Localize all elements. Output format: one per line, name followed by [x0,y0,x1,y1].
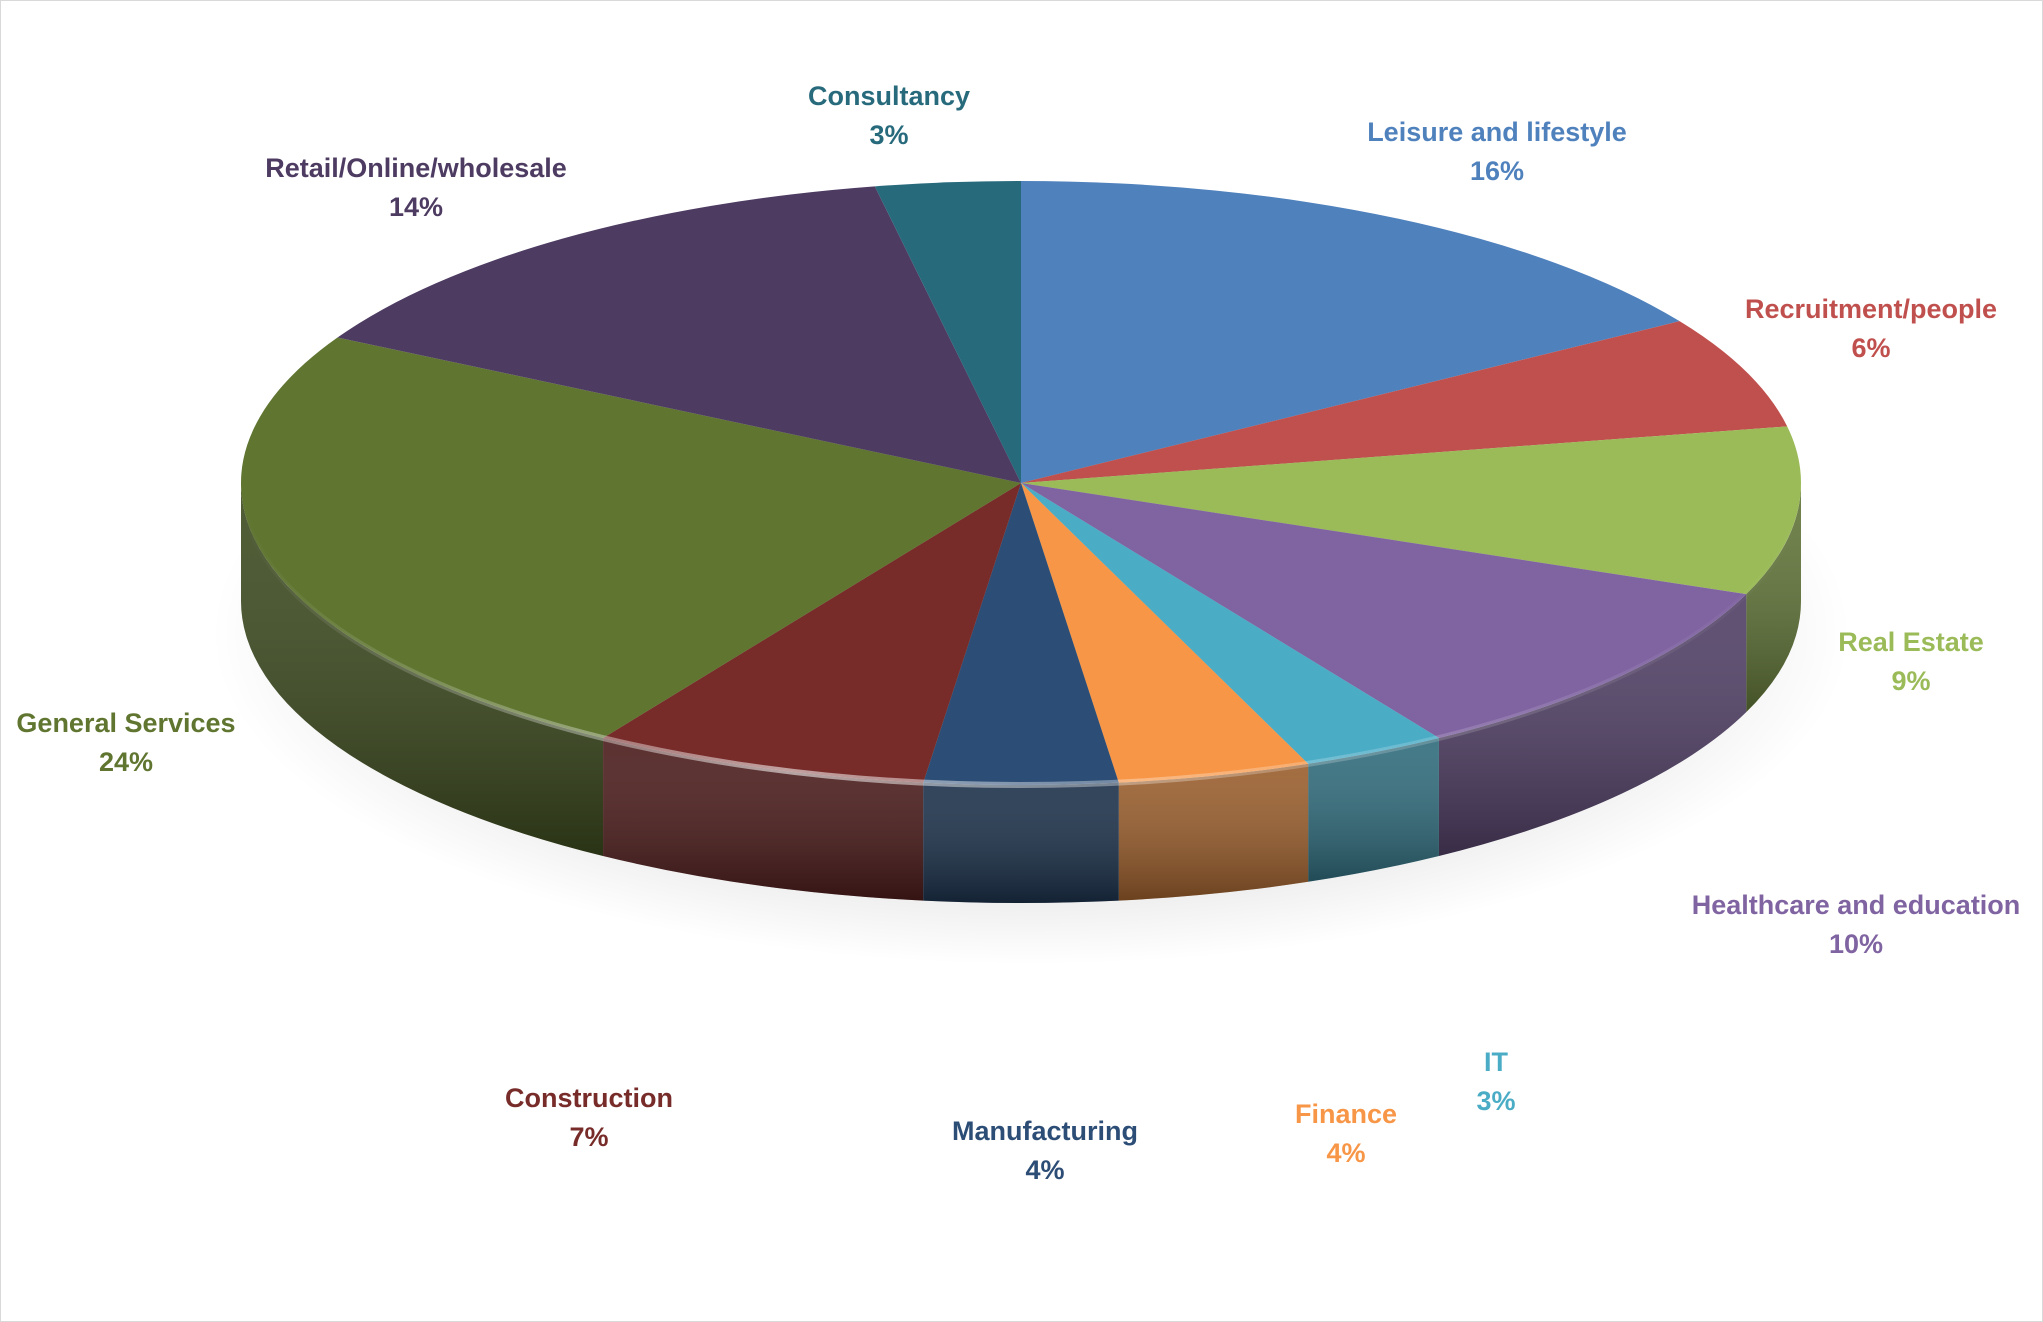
data-label-category: Consultancy [808,81,970,111]
data-label-percent: 10% [1829,929,1883,959]
data-label-category: General Services [16,708,235,738]
pie-slice-retail-online-wholesale [337,186,1021,483]
data-label-percent: 7% [569,1122,608,1152]
pie-slice-side-shade [1308,737,1439,882]
data-label-percent: 4% [1326,1138,1365,1168]
pie-slice-side-shade [1118,763,1309,901]
pie-slice-healthcare-and-education [1021,483,1747,738]
data-label-category: Retail/Online/wholesale [265,153,567,183]
data-label-category: Leisure and lifestyle [1367,117,1627,147]
pie-slice-side-shade [1438,594,1747,856]
data-label-percent: 6% [1851,333,1890,363]
data-label-percent: 24% [99,747,153,777]
data-label-category: Construction [505,1083,673,1113]
pie-slice-construction [603,483,1021,783]
data-label-category: Finance [1295,1099,1397,1129]
data-label-percent: 16% [1470,156,1524,186]
pie-slice-manufacturing [923,483,1119,785]
pie-slice-recruitment-people [1021,321,1788,483]
data-label-category: Recruitment/people [1745,294,1997,324]
data-label-percent: 9% [1891,666,1930,696]
data-label-percent: 3% [869,120,908,150]
pie-slice-finance [1021,483,1309,783]
pie-slice-it [1021,483,1439,764]
pie-slice-side-shade [241,483,604,856]
pie-slice-general-services [240,337,1021,738]
pie-rim-highlight [238,488,1804,788]
data-label-category: Healthcare and education [1692,890,2021,920]
data-label-category: IT [1484,1047,1509,1077]
pie-slice-consultancy [874,181,1021,483]
data-label-percent: 3% [1476,1086,1515,1116]
data-label-category: Manufacturing [952,1116,1138,1146]
data-label-percent: 4% [1025,1155,1064,1185]
data-label-category: Real Estate [1838,627,1984,657]
data-label-percent: 14% [389,192,443,222]
pie-slice-side-shade [923,782,1119,903]
pie-slice-real-estate [1021,426,1802,595]
pie-slice-leisure-and-lifestyle [1021,181,1680,483]
